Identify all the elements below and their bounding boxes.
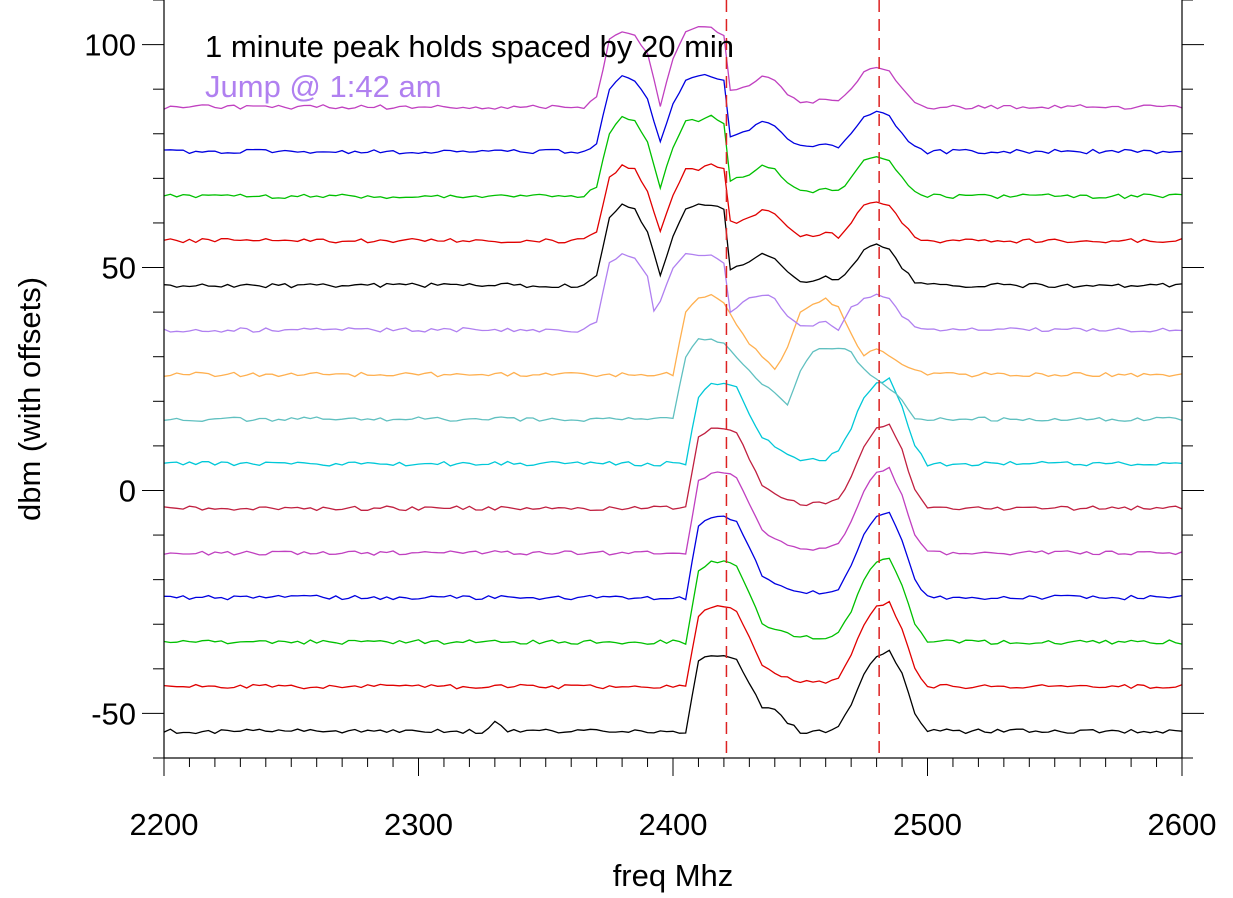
series-line bbox=[163, 511, 1183, 601]
series-line bbox=[163, 466, 1183, 556]
x-tick-label: 2300 bbox=[384, 807, 453, 842]
x-tick-label: 2400 bbox=[639, 807, 708, 842]
series-line bbox=[163, 649, 1183, 735]
x-tick-label: 2600 bbox=[1148, 807, 1217, 842]
series-line bbox=[163, 377, 1183, 467]
axis-ticks bbox=[142, 0, 1204, 776]
annotation-jump: Jump @ 1:42 am bbox=[205, 69, 442, 104]
x-tick-label: 2200 bbox=[130, 807, 199, 842]
y-tick-label: 100 bbox=[84, 28, 136, 63]
series-line bbox=[163, 26, 1183, 110]
y-tick-labels: -50 0 50 100 bbox=[84, 28, 136, 732]
x-tick-labels: 2200 2300 2400 2500 2600 bbox=[130, 807, 1217, 842]
y-tick-label: 0 bbox=[119, 473, 136, 508]
y-tick-label: 50 bbox=[102, 251, 136, 286]
series-line bbox=[163, 252, 1183, 333]
y-axis-label: dbm (with offsets) bbox=[12, 277, 47, 521]
series-line bbox=[163, 293, 1183, 378]
series-line bbox=[163, 337, 1183, 422]
series-line bbox=[163, 73, 1183, 155]
x-axis-label: freq Mhz bbox=[613, 858, 734, 893]
annotation-peak-holds: 1 minute peak holds spaced by 20 min bbox=[205, 29, 734, 64]
y-tick-label: -50 bbox=[91, 696, 136, 731]
series-line bbox=[163, 114, 1183, 200]
x-tick-label: 2500 bbox=[893, 807, 962, 842]
series-line bbox=[163, 203, 1183, 289]
series-layer bbox=[163, 26, 1183, 735]
series-line bbox=[163, 557, 1183, 646]
series-line bbox=[163, 423, 1183, 512]
series-line bbox=[163, 600, 1183, 690]
series-line bbox=[163, 163, 1183, 244]
reference-lines bbox=[725, 0, 880, 758]
